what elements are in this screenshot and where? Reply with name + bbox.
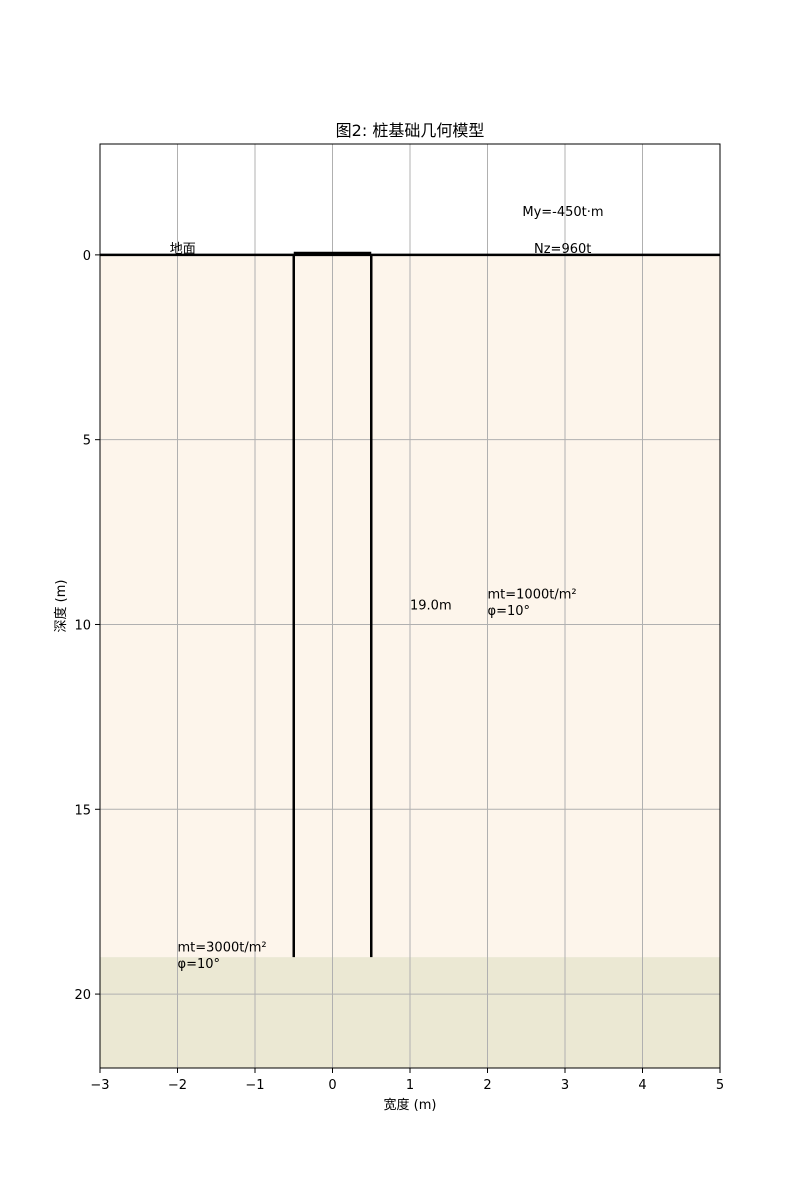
x-tick-label: 4 (638, 1078, 646, 1093)
y-tick-label: 10 (74, 618, 91, 633)
annotation-text: 19.0m (410, 599, 452, 614)
annotation-text: mt=1000t/m² (488, 588, 577, 603)
x-tick-label: 5 (716, 1078, 724, 1093)
x-tick-label: 0 (328, 1078, 336, 1093)
y-tick-label: 20 (74, 988, 91, 1003)
annotations: 地面My=-450t·mNz=960t19.0mmt=1000t/m²φ=10°… (170, 205, 604, 972)
y-axis-ticks: 0 5 10 15 20 (74, 249, 100, 1003)
annotation-text: Nz=960t (534, 242, 591, 257)
y-tick-label: 0 (83, 249, 91, 264)
x-axis-ticks: −3 −2 −1 0 1 2 3 4 5 (90, 1068, 724, 1093)
pile-structure (100, 251, 720, 958)
annotation-text: My=-450t·m (522, 205, 603, 220)
x-tick-label: 2 (483, 1078, 491, 1093)
x-tick-label: 1 (406, 1078, 414, 1093)
x-tick-label: 3 (561, 1078, 569, 1093)
x-axis-label: 宽度 (m) (384, 1097, 437, 1113)
annotation-text: φ=10° (488, 604, 531, 619)
annotation-text: mt=3000t/m² (178, 941, 267, 956)
grid-lines (99, 144, 721, 1068)
chart-title: 图2: 桩基础几何模型 (336, 121, 485, 140)
annotation-text: 地面 (170, 242, 196, 257)
annotation-text: φ=10° (178, 957, 221, 972)
x-tick-label: −2 (168, 1078, 187, 1093)
x-tick-label: −3 (90, 1078, 109, 1093)
y-tick-label: 5 (83, 434, 91, 449)
y-tick-label: 15 (74, 803, 91, 818)
x-tick-label: −1 (245, 1078, 264, 1093)
y-axis-label: 深度 (m) (53, 580, 69, 633)
